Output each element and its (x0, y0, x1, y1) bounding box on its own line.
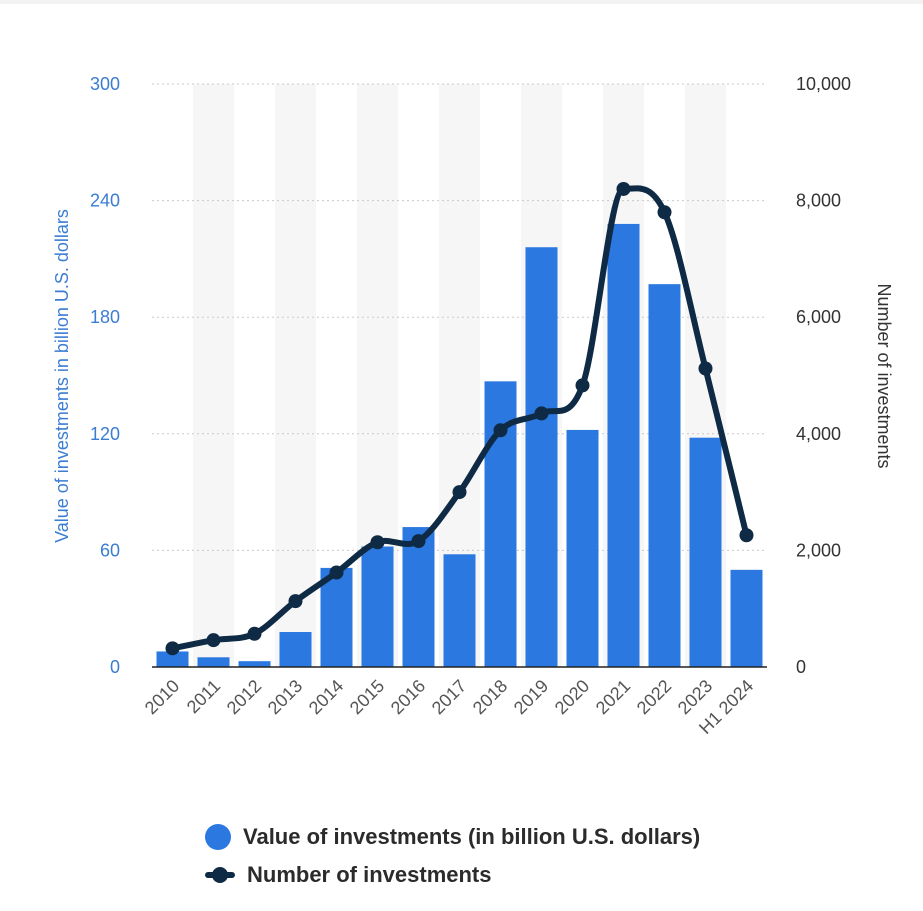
right-tick-label: 8,000 (796, 191, 841, 211)
left-tick-label: 240 (90, 191, 120, 211)
left-axis-ticks: 0 60 120 180 240 300 (90, 74, 120, 677)
x-tick-label: 2015 (346, 676, 388, 718)
bar (648, 284, 681, 667)
bar (279, 632, 312, 667)
bar (197, 657, 230, 667)
bar (566, 429, 599, 667)
line-point (206, 633, 221, 648)
line-point (616, 181, 631, 196)
right-tick-label: 6,000 (796, 307, 841, 327)
right-tick-label: 2,000 (796, 540, 841, 560)
column-band (275, 84, 316, 667)
bar (238, 661, 271, 667)
x-tick-label: 2018 (469, 676, 511, 718)
left-tick-label: 60 (100, 540, 120, 560)
line-point (657, 205, 672, 220)
x-tick-label: 2017 (428, 676, 470, 718)
line-point (247, 626, 262, 641)
legend-line-marker-icon (205, 862, 235, 888)
legend-label-value: Value of investments (in billion U.S. do… (243, 824, 701, 849)
right-tick-label: 0 (796, 657, 806, 677)
bar (402, 527, 435, 667)
line-point (288, 594, 303, 609)
left-tick-label: 120 (90, 424, 120, 444)
column-band (193, 84, 234, 667)
line-point (329, 565, 344, 580)
line-point (452, 485, 467, 500)
legend-label-count: Number of investments (247, 862, 492, 887)
bar (730, 569, 763, 667)
line-point (411, 534, 426, 549)
line-point (370, 535, 385, 550)
bar (361, 546, 394, 667)
left-tick-label: 300 (90, 74, 120, 94)
line-point (575, 378, 590, 393)
bar (320, 567, 353, 667)
bar (607, 223, 640, 668)
x-tick-label: 2012 (223, 676, 265, 718)
line-point (493, 423, 508, 438)
line-point (698, 361, 713, 376)
legend-circle-icon (205, 824, 231, 850)
legend-item-count[interactable]: Number of investments (205, 856, 700, 894)
line-point (165, 641, 180, 656)
x-tick-label: 2014 (305, 676, 347, 718)
bar (443, 554, 476, 667)
bar (525, 247, 558, 668)
x-tick-label: 2010 (141, 676, 183, 718)
left-tick-label: 0 (110, 657, 120, 677)
x-tick-label: 2020 (551, 676, 593, 718)
chart: 0 60 120 180 240 300 0 2,000 4,000 6,000 8,000 10,… (52, 74, 894, 738)
legend-item-value[interactable]: Value of investments (in billion U.S. do… (205, 818, 700, 856)
x-tick-label: 2021 (592, 676, 634, 718)
bar (689, 437, 722, 667)
x-tick-label: 2019 (510, 676, 552, 718)
x-axis-ticks: 2010 201120122013201420152016201720182019… (141, 676, 757, 738)
bar-series (156, 223, 763, 668)
bar (156, 651, 189, 667)
right-axis-ticks: 0 2,000 4,000 6,000 8,000 10,000 (796, 74, 851, 677)
right-tick-label: 10,000 (796, 74, 851, 94)
x-tick-label: 2022 (633, 676, 675, 718)
x-tick-label: 2016 (387, 676, 429, 718)
line-series (165, 181, 754, 656)
x-tick-label: 2011 (183, 676, 225, 718)
left-tick-label: 180 (90, 307, 120, 327)
line-point (739, 528, 754, 543)
x-tick-label: 2013 (264, 676, 306, 718)
line-point (534, 406, 549, 421)
right-tick-label: 4,000 (796, 424, 841, 444)
top-border (0, 0, 923, 4)
left-axis-title: Value of investments in billion U.S. dol… (52, 209, 72, 543)
right-axis-title: Number of investments (874, 283, 894, 468)
legend: Value of investments (in billion U.S. do… (205, 818, 700, 894)
